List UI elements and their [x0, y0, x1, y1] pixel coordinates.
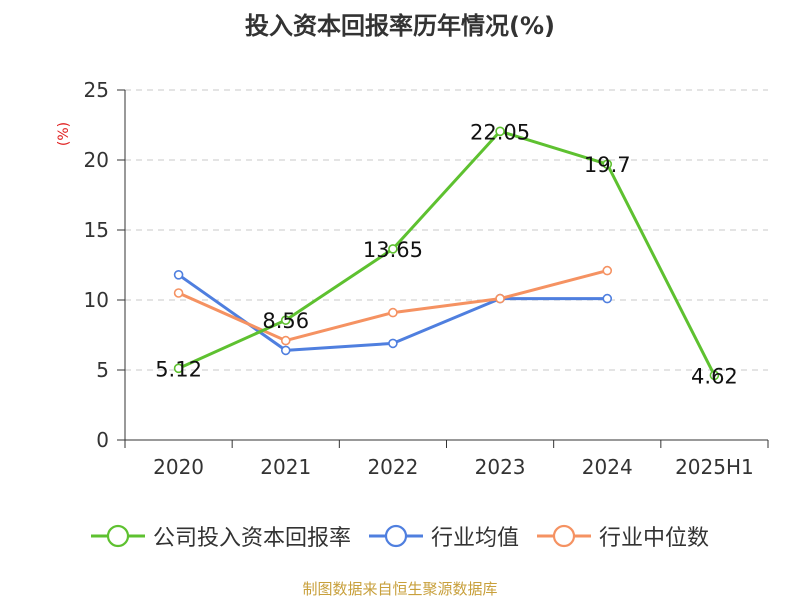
legend-label: 行业中位数	[599, 526, 710, 551]
data-label: 5.12	[155, 357, 202, 381]
y-tick-label: 0	[96, 428, 109, 452]
data-point	[280, 315, 291, 325]
x-tick-label: 2020	[153, 455, 204, 479]
data-point	[388, 338, 398, 349]
data-point	[602, 293, 613, 304]
legend: 公司投入资本回报率 行业均值 行业中位数	[0, 520, 800, 552]
data-point	[173, 288, 184, 298]
x-tick-label: 2021	[260, 455, 311, 479]
legend-item: 公司投入资本回报率	[90, 520, 351, 552]
data-label: 22.05	[470, 120, 530, 144]
x-tick-label: 2022	[367, 455, 418, 479]
y-tick-label: 5	[96, 358, 109, 382]
data-point	[602, 265, 613, 276]
source-note: 制图数据来自恒生聚源数据库	[302, 580, 498, 598]
x-tick-label: 2023	[475, 455, 526, 479]
legend-item: 行业中位数	[537, 520, 709, 552]
legend-item: 行业均值	[368, 520, 519, 552]
y-tick-label: 25	[84, 78, 109, 102]
y-tick-label: 15	[84, 218, 109, 242]
legend-marker	[90, 524, 145, 548]
data-point	[280, 345, 291, 356]
data-point	[173, 269, 184, 280]
data-point	[173, 363, 184, 374]
data-point	[602, 159, 613, 169]
data-point	[388, 307, 398, 318]
y-tick-label: 10	[84, 288, 109, 312]
data-label: 13.65	[363, 238, 423, 262]
legend-marker	[537, 524, 591, 548]
data-label: 19.7	[584, 153, 631, 177]
data-label: 4.62	[691, 364, 738, 388]
chart-title: 投入资本回报率历年情况(%)	[245, 12, 555, 40]
legend-marker	[368, 524, 423, 548]
legend-label: 行业均值	[430, 526, 519, 551]
x-tick-label: 2025H1	[675, 455, 754, 479]
data-label: 8.56	[262, 309, 309, 333]
data-point	[709, 370, 720, 381]
x-tick-label: 2024	[582, 455, 633, 479]
legend-label: 公司投入资本回报率	[152, 526, 351, 551]
data-point	[495, 293, 505, 304]
data-point	[388, 244, 398, 254]
series-line	[177, 129, 716, 376]
data-point	[495, 126, 505, 137]
series-line	[177, 269, 608, 343]
data-point	[280, 335, 291, 346]
y-tick-label: 20	[84, 148, 109, 172]
